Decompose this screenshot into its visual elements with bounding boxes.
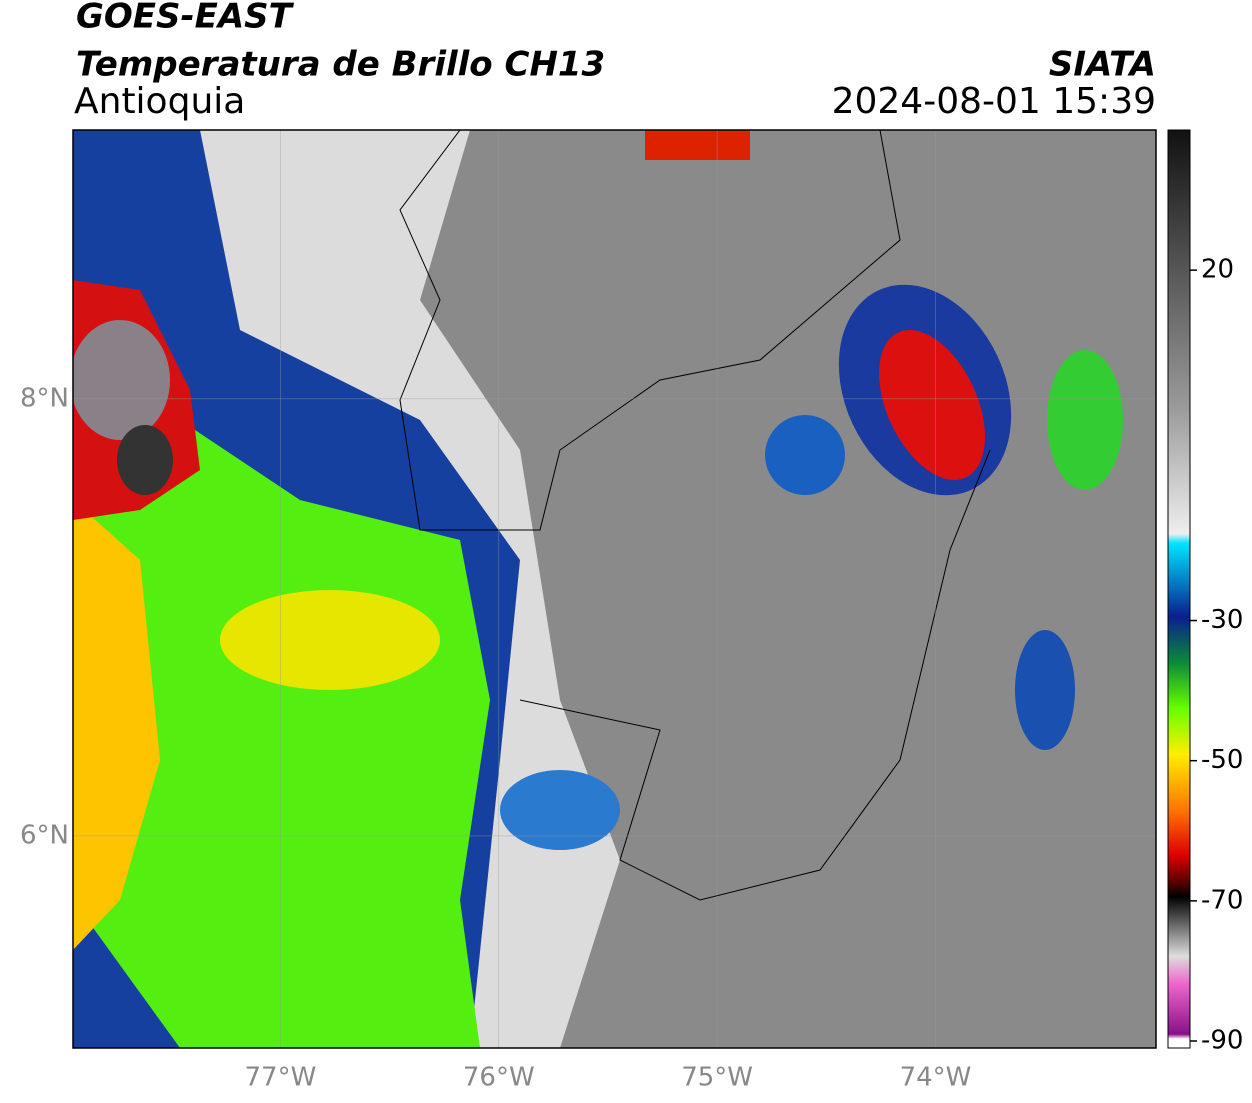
cell [500,770,620,850]
y-tick-label: 8°N [20,383,69,413]
colorbar-tick-label: -70 [1201,885,1243,915]
map-frame [72,129,1157,1049]
x-tick-label: 77°W [245,1063,317,1093]
x-tick-label: 75°W [681,1063,753,1093]
x-tick-label: 74°W [900,1063,972,1093]
colorbar-tick-label: -30 [1201,605,1243,635]
border [519,449,991,901]
x-tick-label: 76°W [463,1063,535,1093]
cloud-yellow [73,500,160,950]
colorbar-tick-label: -50 [1201,745,1243,775]
cell [645,130,750,160]
cloud-top [117,425,173,495]
border [399,130,901,531]
imagery [73,130,1156,1048]
cell [879,330,985,480]
cloud-yellow [220,590,440,690]
subtitle: Temperatura de Brillo CH13 [76,45,605,85]
cloud-top [73,320,170,440]
graticule [73,130,1156,1048]
colorbar-tick-label: -90 [1201,1025,1243,1055]
datetime: 2024-08-01 15:39 [832,81,1156,122]
cell [1047,350,1123,490]
region: Antioquia [74,81,245,122]
y-tick-label: 6°N [20,820,69,850]
cell [765,415,845,495]
title: GOES-EAST [76,0,295,37]
colorbar-tick-label: 20 [1201,255,1234,285]
colorbar [1167,129,1191,1049]
source: SIATA [1049,45,1156,85]
cell [1015,630,1075,750]
